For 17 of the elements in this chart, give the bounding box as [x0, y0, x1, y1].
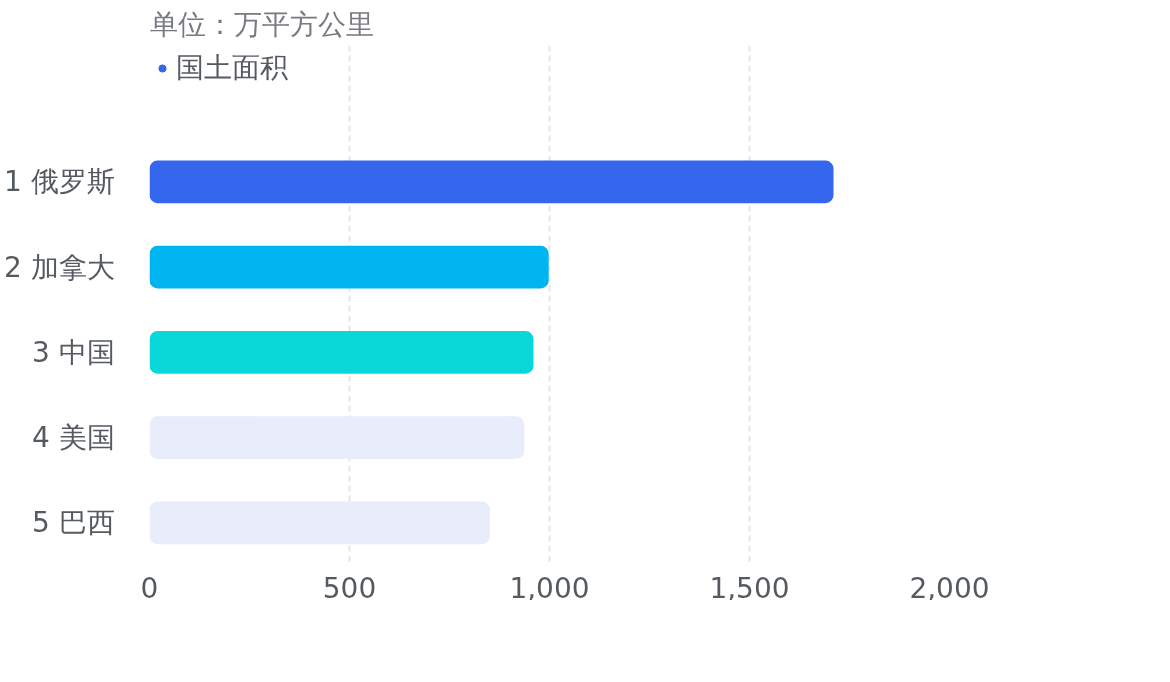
y-tick-label: 2 加拿大 — [3, 250, 115, 284]
y-tick-label: 1 俄罗斯 — [3, 165, 115, 199]
x-tick-label: 0 — [140, 571, 159, 605]
y-tick-label: 3 中国 — [31, 335, 115, 369]
bar — [149, 160, 834, 204]
bar — [149, 331, 534, 374]
x-tick-label: 1,000 — [509, 571, 590, 605]
y-tick-label: 4 美国 — [31, 421, 115, 455]
x-tick-label: 500 — [322, 571, 377, 605]
bar — [149, 501, 490, 545]
legend-label: 国土面积 — [176, 50, 288, 86]
bar — [149, 245, 549, 289]
bar — [149, 416, 525, 459]
x-tick-label: 1,500 — [709, 571, 790, 605]
chart-title: 单位：万平方公里 — [149, 7, 374, 41]
y-tick-label: 5 巴西 — [31, 506, 115, 540]
x-tick-label: 2,000 — [909, 571, 990, 605]
